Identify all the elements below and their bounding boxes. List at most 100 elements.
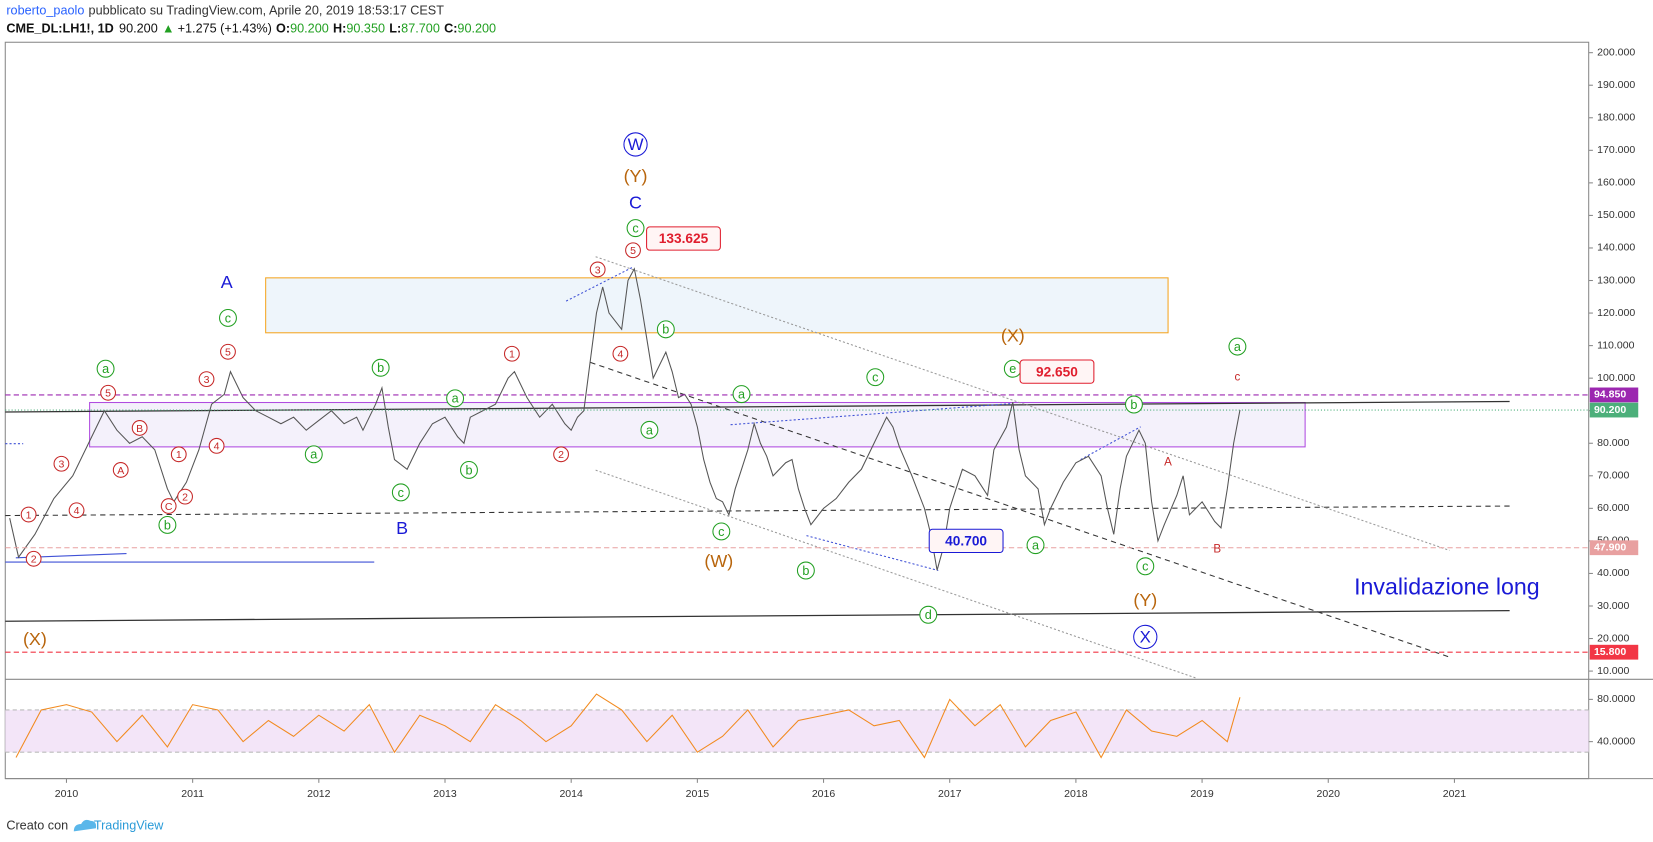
footer-text: Creato con <box>6 818 68 832</box>
ohlc-value: 90.200 <box>457 22 496 36</box>
wave-label: 5 <box>105 388 111 400</box>
change: +1.275 (+1.43%) <box>178 22 272 36</box>
callout-box <box>1019 359 1095 384</box>
y-tick-label: 100.000 <box>1597 372 1635 384</box>
wave-circle <box>796 561 815 580</box>
wave-circle <box>866 368 885 387</box>
blue-line <box>806 535 939 572</box>
wave-label: c <box>398 486 404 500</box>
callout-box <box>928 528 1004 554</box>
wave-label: 4 <box>214 441 220 453</box>
header-line-2: CME_DL:LH1!, 1D 90.200 ▲ +1.275 (+1.43%) O:9… <box>6 22 496 36</box>
price-level-box <box>1589 644 1639 660</box>
y-tick-label: 110.000 <box>1597 339 1634 351</box>
y-tick-label: 80.0000 <box>1597 693 1635 705</box>
wave-label: 4 <box>617 349 623 361</box>
price-level-label: 94.850 <box>1594 389 1626 401</box>
wave-label: (Y) <box>1133 590 1157 610</box>
footer: Creato con TradingView <box>6 818 164 832</box>
wave-label: B <box>136 423 143 435</box>
wave-label: (W) <box>704 551 733 571</box>
blue-line <box>1080 426 1141 461</box>
wave-circle <box>460 460 478 479</box>
wave-label: c <box>1142 560 1148 574</box>
wave-label: a <box>102 362 110 376</box>
wave-label: c <box>872 371 878 385</box>
x-tick-label: 2014 <box>559 788 583 800</box>
wave-label: c <box>225 311 231 325</box>
wave-label: a <box>646 423 654 437</box>
wave-circle <box>612 345 629 362</box>
dashed-line <box>5 505 1510 517</box>
wave-label: 2 <box>31 554 37 566</box>
wave-label: 4 <box>74 505 80 517</box>
wave-circle <box>712 522 731 541</box>
up-arrow: ▲ <box>162 22 175 36</box>
footer-brand[interactable]: TradingView <box>94 818 164 832</box>
target-zone <box>265 277 1169 334</box>
wave-circle <box>100 384 117 401</box>
wave-circle <box>158 515 177 534</box>
wave-circle <box>96 359 115 378</box>
wave-label: B <box>396 518 408 538</box>
ohlc-label: L: <box>389 22 401 36</box>
dotted-channel <box>595 469 1197 679</box>
x-tick-label: 2015 <box>686 788 710 800</box>
wave-label: c <box>1235 370 1241 383</box>
wave-label: b <box>802 564 809 578</box>
published: pubblicato su TradingView.com, Aprile 20… <box>89 4 445 18</box>
wave-circle <box>304 445 323 464</box>
wave-label: 3 <box>204 374 210 386</box>
wave-label: 5 <box>630 245 636 257</box>
wave-circle <box>625 242 641 259</box>
ohlc-value: 90.350 <box>346 22 385 36</box>
author[interactable]: roberto_paolo <box>6 4 84 18</box>
wave-label: 3 <box>595 264 601 276</box>
wave-label: b <box>465 463 472 477</box>
y-tick-label: 40.0000 <box>1597 735 1635 747</box>
wave-label: B <box>1213 542 1221 555</box>
x-tick-label: 2011 <box>181 788 204 800</box>
wave-label: Invalidazione long <box>1354 574 1540 600</box>
x-tick-label: 2016 <box>812 788 836 800</box>
wave-label: c <box>718 525 724 539</box>
y-tick-label: 160.000 <box>1597 177 1635 189</box>
ohlc-label: C: <box>444 22 457 36</box>
wave-circle <box>391 483 410 502</box>
rsi-band <box>5 709 1589 753</box>
price-level-box <box>1589 540 1639 556</box>
x-tick-label: 2021 <box>1443 788 1467 800</box>
wave-label: b <box>662 323 669 337</box>
wave-circle <box>656 320 675 339</box>
wave-circle <box>170 446 187 463</box>
ohlc-label: O: <box>276 22 290 36</box>
callout-label: 40.700 <box>945 534 987 549</box>
callout-label: 133.625 <box>659 231 709 246</box>
wave-label: A <box>117 465 125 477</box>
wave-label: (X) <box>1001 326 1025 346</box>
wave-circle <box>1136 557 1155 576</box>
y-tick-label: 120.000 <box>1597 307 1635 319</box>
wave-label: W <box>628 135 644 154</box>
y-tick-label: 70.000 <box>1597 470 1629 482</box>
wave-circle <box>589 261 606 278</box>
wave-circle <box>446 389 465 408</box>
wave-label: (X) <box>23 629 47 649</box>
wave-label: b <box>164 518 171 532</box>
y-tick-label: 200.000 <box>1597 46 1635 58</box>
wave-label: A <box>1164 456 1172 469</box>
wave-circle <box>640 420 659 439</box>
wave-label: 5 <box>225 347 231 359</box>
wave-circle <box>623 132 648 157</box>
y-tick-label: 80.000 <box>1597 437 1629 449</box>
wave-circle <box>219 308 237 327</box>
wave-label: a <box>1032 539 1040 553</box>
wave-label: e <box>1009 362 1016 376</box>
ohlc-value: 90.200 <box>290 22 329 36</box>
y-tick-label: 130.000 <box>1597 274 1635 286</box>
wave-circle <box>1133 624 1158 650</box>
wave-circle <box>160 498 177 514</box>
callout-box <box>646 226 721 251</box>
wave-label: 3 <box>58 459 64 471</box>
